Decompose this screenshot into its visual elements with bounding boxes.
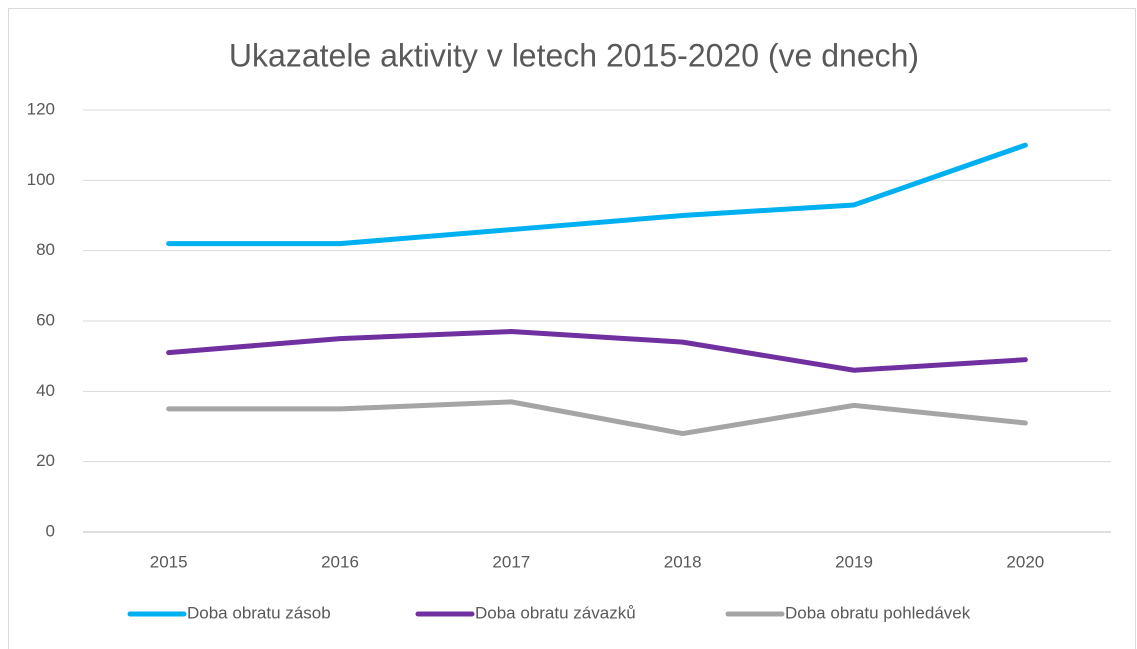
y-tick-label: 0 bbox=[46, 521, 55, 540]
chart-title: Ukazatele aktivity v letech 2015-2020 (v… bbox=[229, 37, 919, 73]
legend-label: Doba obratu pohledávek bbox=[785, 603, 971, 622]
y-tick-label: 40 bbox=[36, 381, 55, 400]
y-tick-label: 120 bbox=[27, 99, 55, 118]
x-tick-label: 2016 bbox=[321, 552, 359, 571]
y-tick-label: 20 bbox=[36, 451, 55, 470]
y-tick-label: 100 bbox=[27, 170, 55, 189]
x-tick-label: 2018 bbox=[664, 552, 702, 571]
x-tick-label: 2019 bbox=[835, 552, 873, 571]
legend-label: Doba obratu závazků bbox=[475, 603, 636, 622]
line-series bbox=[166, 399, 1028, 437]
y-tick-label: 60 bbox=[36, 310, 55, 329]
x-tick-label: 2020 bbox=[1006, 552, 1044, 571]
chart-border bbox=[8, 8, 1136, 649]
line-series bbox=[166, 329, 1028, 373]
y-tick-label: 80 bbox=[36, 240, 55, 259]
legend-label: Doba obratu zásob bbox=[187, 603, 331, 622]
x-tick-label: 2015 bbox=[150, 552, 188, 571]
x-tick-label: 2017 bbox=[492, 552, 530, 571]
line-series bbox=[166, 142, 1028, 247]
